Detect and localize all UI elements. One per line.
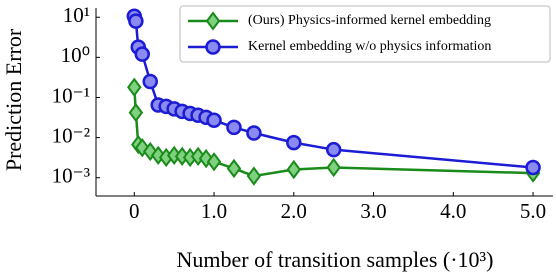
y-tick-label: 10⁻³ [52,164,90,188]
y-tick-label: 10⁻² [52,123,90,147]
marker [128,102,144,123]
marker [246,166,262,186]
marker [226,158,242,179]
marker [206,112,222,129]
marker [286,134,302,151]
x-tick-label: 1.0 [201,199,227,223]
x-axis-label: Number of transition samples (·10³) [177,247,494,272]
y-tick-label: 10⁻¹ [52,83,90,107]
legend-box [179,5,551,63]
marker [325,141,342,158]
legend-label: Kernel embedding w/o physics information [248,39,491,54]
marker [128,13,144,29]
marker [286,159,302,180]
x-tick-label: 4.0 [440,199,466,223]
marker [525,159,541,176]
marker [142,73,158,90]
marker [246,125,262,141]
marker [326,157,341,178]
y-tick-label: 10⁰ [61,43,90,67]
marker [206,152,222,172]
y-tick-label: 10¹ [63,3,90,27]
marker [134,46,151,62]
x-tick-label: 2.0 [281,199,307,223]
x-tick-label: 0 [129,199,140,223]
x-tick-label: 3.0 [360,199,386,223]
marker [226,119,242,136]
marker [127,77,142,97]
y-axis-label: Prediction Error [1,28,26,171]
legend-label: (Ours) Physics-informed kernel embedding [248,13,491,28]
marker [205,11,221,31]
marker [205,39,221,55]
x-tick-label: 5.0 [520,199,546,223]
